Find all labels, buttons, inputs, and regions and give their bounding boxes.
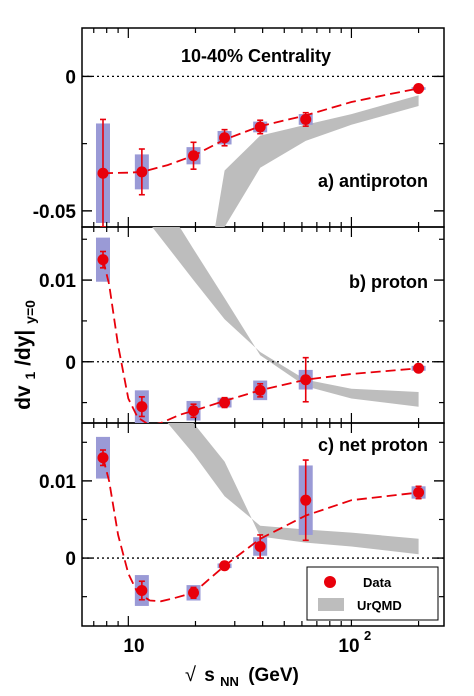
x-axis-label-root: √ (185, 664, 196, 686)
y-axis-label-sub1: 1 (22, 372, 38, 380)
y-axis-label-main: dv (12, 385, 35, 410)
panel-1-plot (82, 227, 444, 423)
panel-label-b: b) proton (349, 272, 428, 292)
y-tick-label: 0 (65, 353, 76, 374)
y-axis-label-sub2: y=0 (22, 300, 38, 324)
data-point (219, 132, 231, 144)
urqmd-band (167, 423, 419, 555)
y-tick-label: 0.01 (39, 472, 76, 493)
data-point (254, 121, 266, 133)
data-point (188, 405, 200, 417)
data-point (97, 167, 109, 179)
panel-2-plot (82, 423, 444, 606)
y-axis-label-mid: /dy| (12, 330, 35, 366)
chart-marks: 0 -0.05 0 0.01 0 0.01 (33, 28, 444, 626)
data-point (300, 494, 312, 506)
x-tick-label-10-squared-base: 10 (338, 636, 359, 657)
data-point (254, 384, 266, 396)
data-point (136, 166, 148, 178)
y-tick-label: 0 (65, 67, 76, 88)
fit-curve (102, 457, 419, 603)
x-axis-label-s: s (204, 665, 215, 686)
urqmd-band (215, 95, 419, 227)
panel-0-plot (82, 75, 444, 227)
urqmd-band (152, 227, 419, 407)
y-tick-label: -0.05 (33, 202, 77, 223)
legend-data-marker (324, 576, 336, 588)
data-point (97, 452, 109, 464)
data-point (413, 83, 425, 95)
y-axis-label: dv 1 /dy| y=0 (12, 300, 40, 410)
legend-model-label: UrQMD (357, 598, 402, 613)
legend-model-swatch (318, 598, 344, 611)
data-point (254, 540, 266, 552)
data-point (300, 374, 312, 386)
legend: Data UrQMD (306, 566, 439, 621)
chart-title: 10-40% Centrality (181, 46, 331, 66)
x-axis-label-sub: NN (220, 674, 239, 689)
data-point (300, 113, 312, 125)
panel-label-a: a) antiproton (318, 171, 428, 191)
y-tick-label: 0.01 (39, 271, 76, 292)
legend-data-label: Data (363, 575, 392, 590)
data-point (136, 584, 148, 596)
legend-box (306, 566, 439, 621)
data-point (188, 150, 200, 162)
data-point (136, 401, 148, 413)
x-axis-label-unit: (GeV) (248, 665, 299, 686)
x-tick-label-10-squared-exp: 2 (364, 628, 371, 643)
data-point (219, 560, 231, 572)
y-tick-label: 0 (65, 549, 76, 570)
data-point (188, 587, 200, 599)
x-tick-label-10: 10 (123, 636, 144, 657)
data-point (97, 254, 109, 266)
x-axis-label: √ s NN (GeV) (185, 664, 299, 691)
data-point (219, 397, 231, 409)
data-point (413, 362, 425, 374)
data-point (413, 486, 425, 498)
panel-label-c: c) net proton (318, 435, 428, 455)
fit-curve (102, 259, 419, 423)
